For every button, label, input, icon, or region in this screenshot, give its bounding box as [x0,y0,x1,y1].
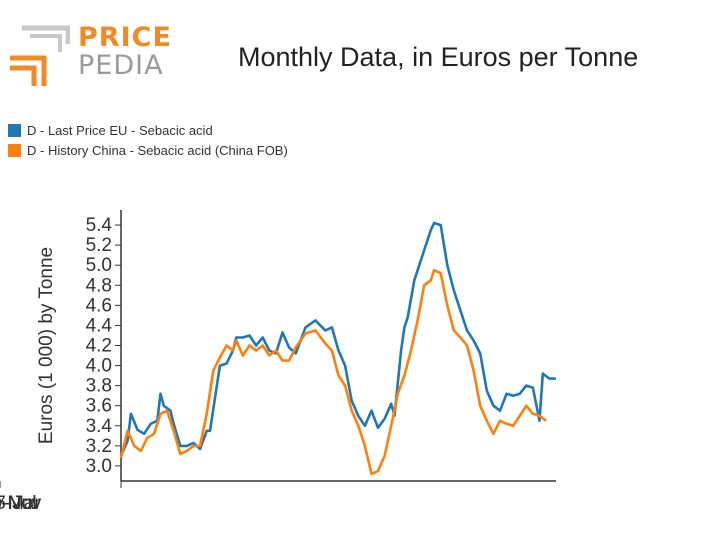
y-tick-label: 3.2 [86,436,112,457]
chart-legend: D - Last Price EU - Sebacic acid D - His… [8,120,288,160]
x-tick-label: 2017-Jul [0,493,36,514]
y-tick-label: 5.4 [86,215,113,236]
logo-price-text: PRICE [78,22,172,53]
legend-label-eu: D - Last Price EU - Sebacic acid [27,122,213,138]
chart-axes: 3.03.23.43.63.84.04.24.44.64.85.05.25.4 2… [0,210,556,514]
x-tick-label: 2025-Jul [0,493,36,514]
y-tick-label: 3.0 [86,456,112,477]
legend-item-china[interactable]: D - History China - Sebacic acid (China … [8,140,288,160]
logo-mark-icon [10,25,70,86]
chart-title: Monthly Data, in Euros per Tonne [238,42,639,72]
legend-label-china: D - History China - Sebacic acid (China … [27,142,288,158]
y-tick-label: 4.2 [86,336,112,357]
legend-item-eu[interactable]: D - Last Price EU - Sebacic acid [8,120,288,140]
legend-swatch-eu [8,123,21,137]
x-tick-label: 2020-Mar [0,493,41,514]
series-line-china [119,268,547,476]
y-tick-label: 3.4 [86,416,113,437]
y-tick-label: 4.4 [86,315,113,336]
chart-series [119,221,556,476]
y-tick-label: 5.0 [86,255,112,276]
pricepedia-logo: PRICE PEDIA [8,22,171,92]
y-tick-label: 5.2 [86,235,112,256]
y-tick-label: 3.6 [86,396,112,417]
y-tick-label: 3.8 [86,376,112,397]
y-tick-label: 4.0 [86,356,112,377]
series-line-eu [119,221,556,457]
legend-swatch-china [8,143,21,157]
logo-pedia-text: PEDIA [78,50,164,81]
y-tick-label: 4.6 [86,295,112,316]
x-tick-label: 2022-Nov [0,493,42,514]
y-axis-title: Euros (1 000) by Tonne [36,247,57,444]
y-tick-label: 4.8 [86,275,112,296]
